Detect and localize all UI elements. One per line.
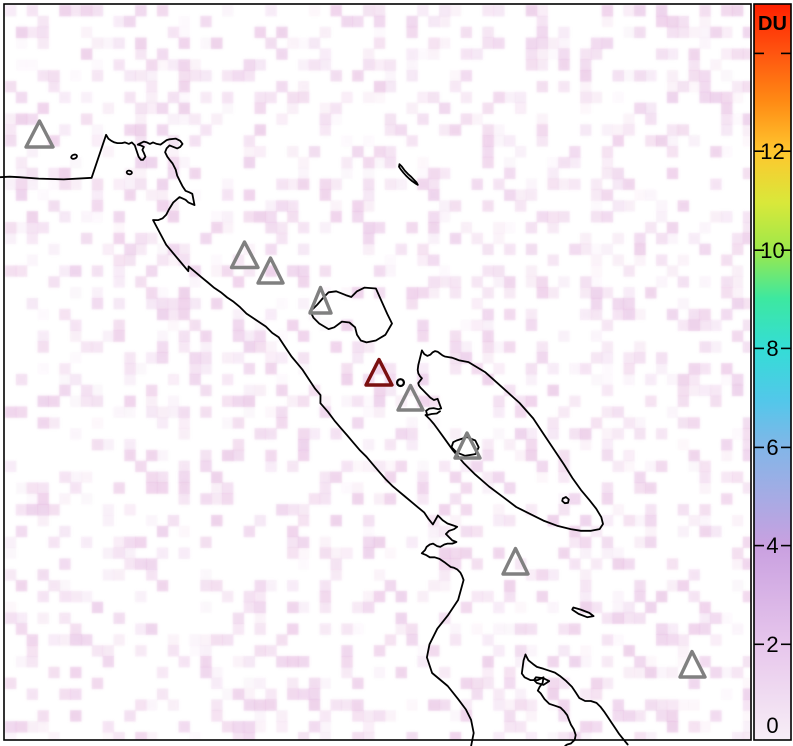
svg-text:12: 12 (760, 139, 784, 164)
svg-text:8: 8 (766, 336, 778, 361)
svg-text:2: 2 (766, 632, 778, 657)
svg-text:10: 10 (760, 238, 784, 263)
svg-text:0: 0 (766, 713, 778, 738)
svg-text:4: 4 (766, 533, 778, 558)
svg-text:DU: DU (758, 13, 787, 35)
svg-text:6: 6 (766, 435, 778, 460)
